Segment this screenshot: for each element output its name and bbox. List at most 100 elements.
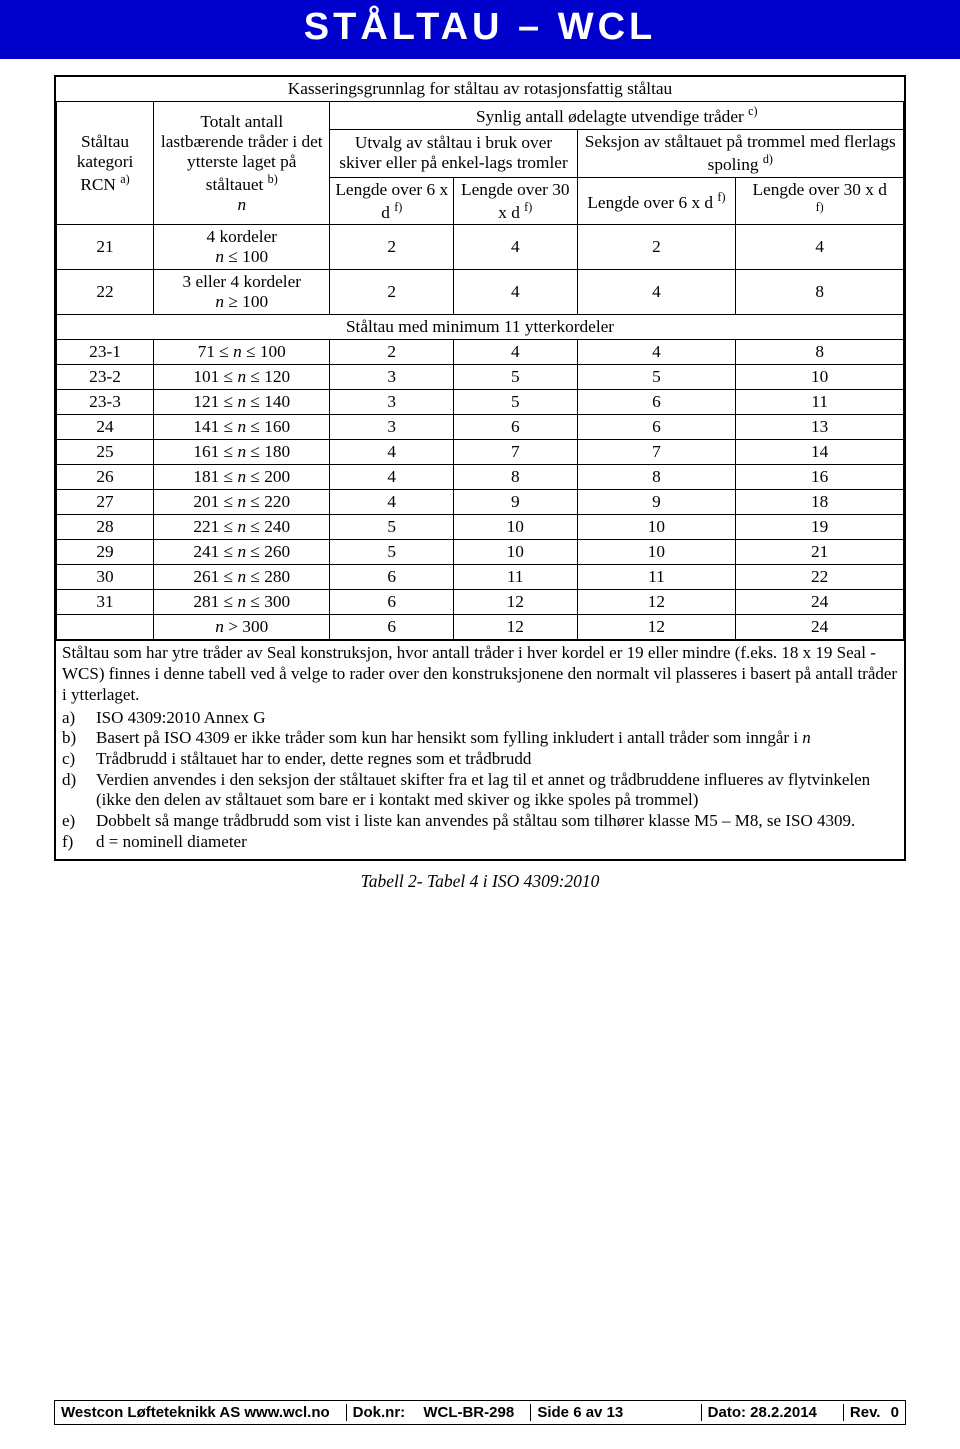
note-label: b)	[62, 728, 96, 749]
cell-n: 3 eller 4 kordelern ≥ 100	[154, 270, 330, 315]
cell-c1: 4	[330, 465, 454, 490]
cell-rcn	[57, 615, 154, 640]
discard-criteria-table: Kasseringsgrunnlag for ståltau av rotasj…	[54, 75, 906, 861]
table-row: 223 eller 4 kordelern ≥ 1002448	[57, 270, 904, 315]
cell-c4: 21	[736, 540, 904, 565]
cell-n: n > 300	[154, 615, 330, 640]
cell-n: 181 ≤ n ≤ 200	[154, 465, 330, 490]
cell-c4: 8	[736, 340, 904, 365]
banner-title: STÅLTAU – WCL	[0, 0, 960, 59]
cell-c1: 6	[330, 565, 454, 590]
cell-c1: 2	[330, 340, 454, 365]
note-label: f)	[62, 832, 96, 853]
cell-c2: 11	[454, 565, 578, 590]
header-len30b: Lengde over 30 x d f)	[736, 177, 904, 225]
note-label: c)	[62, 749, 96, 770]
cell-c1: 6	[330, 590, 454, 615]
cell-c1: 2	[330, 270, 454, 315]
cell-c2: 12	[454, 590, 578, 615]
table-row: 24141 ≤ n ≤ 16036613	[57, 415, 904, 440]
cell-c3: 10	[577, 540, 736, 565]
cell-n: 281 ≤ n ≤ 300	[154, 590, 330, 615]
cell-c2: 5	[454, 365, 578, 390]
cell-n: 71 ≤ n ≤ 100	[154, 340, 330, 365]
cell-c1: 5	[330, 540, 454, 565]
header-visible-broken: Synlig antall ødelagte utvendige tråder …	[330, 102, 904, 130]
note-text: Verdien anvendes i den seksjon der stålt…	[96, 770, 898, 811]
cell-c1: 3	[330, 415, 454, 440]
cell-rcn: 28	[57, 515, 154, 540]
note-label: a)	[62, 708, 96, 729]
cell-c4: 19	[736, 515, 904, 540]
cell-c2: 4	[454, 225, 578, 270]
cell-c3: 11	[577, 565, 736, 590]
note-label: d)	[62, 770, 96, 811]
cell-c2: 6	[454, 415, 578, 440]
footer-doknr-label: Dok.nr:	[346, 1404, 406, 1421]
cell-c4: 24	[736, 615, 904, 640]
note-label: e)	[62, 811, 96, 832]
cell-c4: 4	[736, 225, 904, 270]
footer-side: 6 av 13	[573, 1404, 623, 1421]
cell-c1: 3	[330, 365, 454, 390]
table-row: 214 kordelern ≤ 1002424	[57, 225, 904, 270]
cell-c2: 8	[454, 465, 578, 490]
note-item: a)ISO 4309:2010 Annex G	[62, 708, 898, 729]
cell-c4: 22	[736, 565, 904, 590]
note-item: f)d = nominell diameter	[62, 832, 898, 853]
header-len6a: Lengde over 6 x d f)	[330, 177, 454, 225]
cell-rcn: 22	[57, 270, 154, 315]
table-row: 27201 ≤ n ≤ 22049918	[57, 490, 904, 515]
cell-rcn: 29	[57, 540, 154, 565]
table-row: n > 3006121224	[57, 615, 904, 640]
cell-c2: 4	[454, 340, 578, 365]
header-len6b: Lengde over 6 x d f)	[577, 177, 736, 225]
cell-c3: 9	[577, 490, 736, 515]
note-text: Basert på ISO 4309 er ikke tråder som ku…	[96, 728, 811, 749]
table-row: 23-171 ≤ n ≤ 1002448	[57, 340, 904, 365]
cell-rcn: 23-2	[57, 365, 154, 390]
table-caption: Kasseringsgrunnlag for ståltau av rotasj…	[57, 77, 904, 102]
table-row: 29241 ≤ n ≤ 2605101021	[57, 540, 904, 565]
note-item: c)Trådbrudd i ståltauet har to ender, de…	[62, 749, 898, 770]
note-item: e)Dobbelt så mange trådbrudd som vist i …	[62, 811, 898, 832]
header-group-a: Utvalg av ståltau i bruk over skiver ell…	[330, 129, 577, 177]
header-n: Totalt antall lastbærende tråder i det y…	[154, 102, 330, 225]
notes-block: Ståltau som har ytre tråder av Seal kons…	[56, 640, 904, 858]
cell-c3: 4	[577, 340, 736, 365]
cell-c2: 10	[454, 540, 578, 565]
cell-c2: 10	[454, 515, 578, 540]
cell-c1: 4	[330, 440, 454, 465]
cell-rcn: 25	[57, 440, 154, 465]
note-text: ISO 4309:2010 Annex G	[96, 708, 266, 729]
cell-c3: 6	[577, 415, 736, 440]
cell-c1: 5	[330, 515, 454, 540]
mid-header: Ståltau med minimum 11 ytterkordeler	[57, 315, 904, 340]
table-row: 23-3121 ≤ n ≤ 14035611	[57, 390, 904, 415]
cell-rcn: 31	[57, 590, 154, 615]
cell-c3: 4	[577, 270, 736, 315]
cell-rcn: 23-3	[57, 390, 154, 415]
header-rcn: Ståltau kategori RCN a)	[57, 102, 154, 225]
cell-n: 101 ≤ n ≤ 120	[154, 365, 330, 390]
note-text: Dobbelt så mange trådbrudd som vist i li…	[96, 811, 855, 832]
cell-c2: 9	[454, 490, 578, 515]
cell-rcn: 30	[57, 565, 154, 590]
cell-c3: 8	[577, 465, 736, 490]
cell-c2: 5	[454, 390, 578, 415]
note-item: d)Verdien anvendes i den seksjon der stå…	[62, 770, 898, 811]
note-item: b)Basert på ISO 4309 er ikke tråder som …	[62, 728, 898, 749]
note-text: d = nominell diameter	[96, 832, 247, 853]
table-row: 25161 ≤ n ≤ 18047714	[57, 440, 904, 465]
footer-company: Westcon Løfteteknikk AS www.wcl.no	[61, 1404, 330, 1421]
table-caption-below: Tabell 2- Tabel 4 i ISO 4309:2010	[54, 871, 906, 892]
cell-c3: 7	[577, 440, 736, 465]
footer-rev: 0	[891, 1404, 899, 1421]
cell-rcn: 27	[57, 490, 154, 515]
notes-paragraph: Ståltau som har ytre tråder av Seal kons…	[62, 643, 898, 705]
cell-c4: 18	[736, 490, 904, 515]
cell-c3: 12	[577, 615, 736, 640]
cell-c2: 7	[454, 440, 578, 465]
cell-c3: 5	[577, 365, 736, 390]
cell-n: 241 ≤ n ≤ 260	[154, 540, 330, 565]
